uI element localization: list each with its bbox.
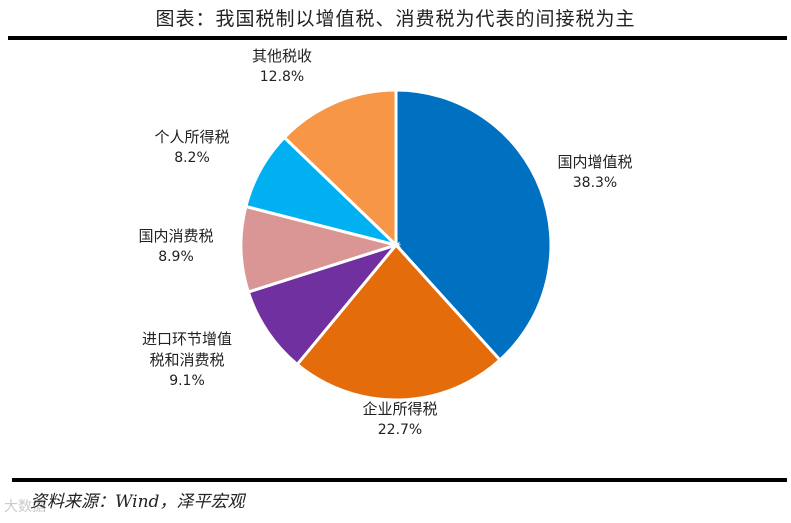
pie-slice-2 bbox=[246, 242, 401, 367]
chart-title: 图表：我国税制以增值税、消费税为代表的间接税为主 bbox=[155, 8, 636, 30]
label-domestic-vat: 国内增值税 38.3% bbox=[545, 152, 645, 194]
label-pct: 8.2% bbox=[174, 150, 210, 166]
label-name: 国内消费税 bbox=[138, 227, 214, 245]
source-note: 资料来源：Wind，泽平宏观 bbox=[30, 492, 245, 512]
label-import-vat-consumption: 进口环节增值 税和消费税 9.1% bbox=[122, 329, 252, 392]
label-name: 国内增值税 bbox=[557, 153, 633, 171]
label-pct: 22.7% bbox=[377, 422, 423, 438]
pie-slice-5 bbox=[282, 88, 398, 249]
pie-slice-0 bbox=[394, 88, 553, 363]
label-corporate-income-tax: 企业所得税 22.7% bbox=[340, 399, 460, 441]
label-domestic-consumption-tax: 国内消费税 8.9% bbox=[116, 226, 236, 268]
label-name-line2: 税和消费税 bbox=[149, 351, 225, 369]
label-pct: 9.1% bbox=[169, 373, 205, 389]
label-pct: 8.9% bbox=[158, 249, 194, 265]
label-personal-income-tax: 个人所得税 8.2% bbox=[132, 127, 252, 169]
pie-slice-1 bbox=[295, 242, 503, 402]
label-name: 个人所得税 bbox=[154, 128, 230, 146]
label-name: 企业所得税 bbox=[362, 400, 438, 418]
label-pct: 38.3% bbox=[572, 175, 618, 191]
label-pct: 12.8% bbox=[259, 69, 305, 85]
label-name: 其他税收 bbox=[251, 47, 312, 65]
watermark: 大数据 bbox=[4, 499, 46, 515]
bottom-divider bbox=[12, 478, 787, 482]
top-divider bbox=[8, 36, 787, 40]
label-name-line1: 进口环节增值 bbox=[141, 330, 232, 348]
pie-slice-3 bbox=[239, 204, 402, 294]
label-other-taxes: 其他税收 12.8% bbox=[227, 46, 337, 88]
